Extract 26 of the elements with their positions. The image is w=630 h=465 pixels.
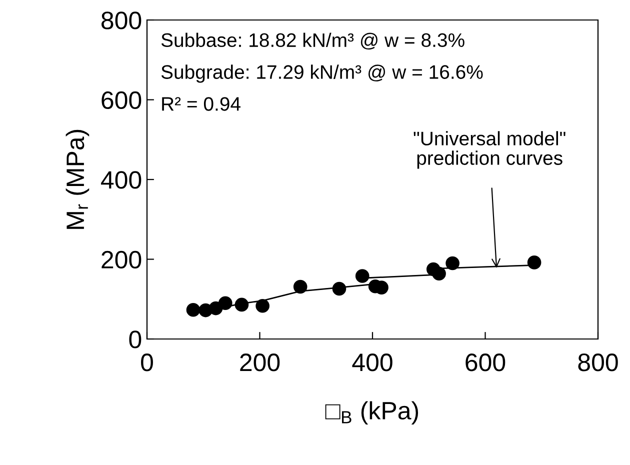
y-axis-title: M$_{r}$ (MPa) — [66, 130, 90, 229]
x-tick-label: 600 — [466, 354, 506, 372]
y-tick-label: 400 — [101, 171, 142, 189]
point — [186, 302, 200, 317]
point — [355, 269, 370, 283]
point — [446, 256, 460, 270]
x-axis-title: □$_{B}$ (kPa) — [325, 401, 418, 424]
y-tick-label: 600 — [102, 91, 142, 110]
y-tick-label: 0 — [129, 330, 142, 348]
point — [218, 296, 232, 310]
point — [293, 280, 308, 294]
point — [234, 298, 249, 312]
x-tick-label: 0 — [141, 354, 153, 372]
point — [432, 266, 446, 281]
annotation: Subbase: 18.82 kN/m³ @ w = 8.3% — [161, 32, 464, 50]
point — [256, 299, 270, 313]
y-tick-label: 200 — [102, 250, 142, 269]
point — [527, 256, 542, 270]
annotation: "Universal model" prediction curves — [414, 131, 566, 169]
x-tick-label: 800 — [578, 354, 618, 372]
annotation: Subgrade: 17.29 kN/m³ @ w = 16.6% — [161, 64, 483, 83]
x-tick-label: 200 — [240, 354, 280, 372]
annotation: R² = 0.94 — [162, 97, 240, 111]
y-tick-label: 800 — [102, 12, 142, 30]
point — [332, 282, 346, 296]
x-tick-label: 400 — [352, 354, 392, 372]
